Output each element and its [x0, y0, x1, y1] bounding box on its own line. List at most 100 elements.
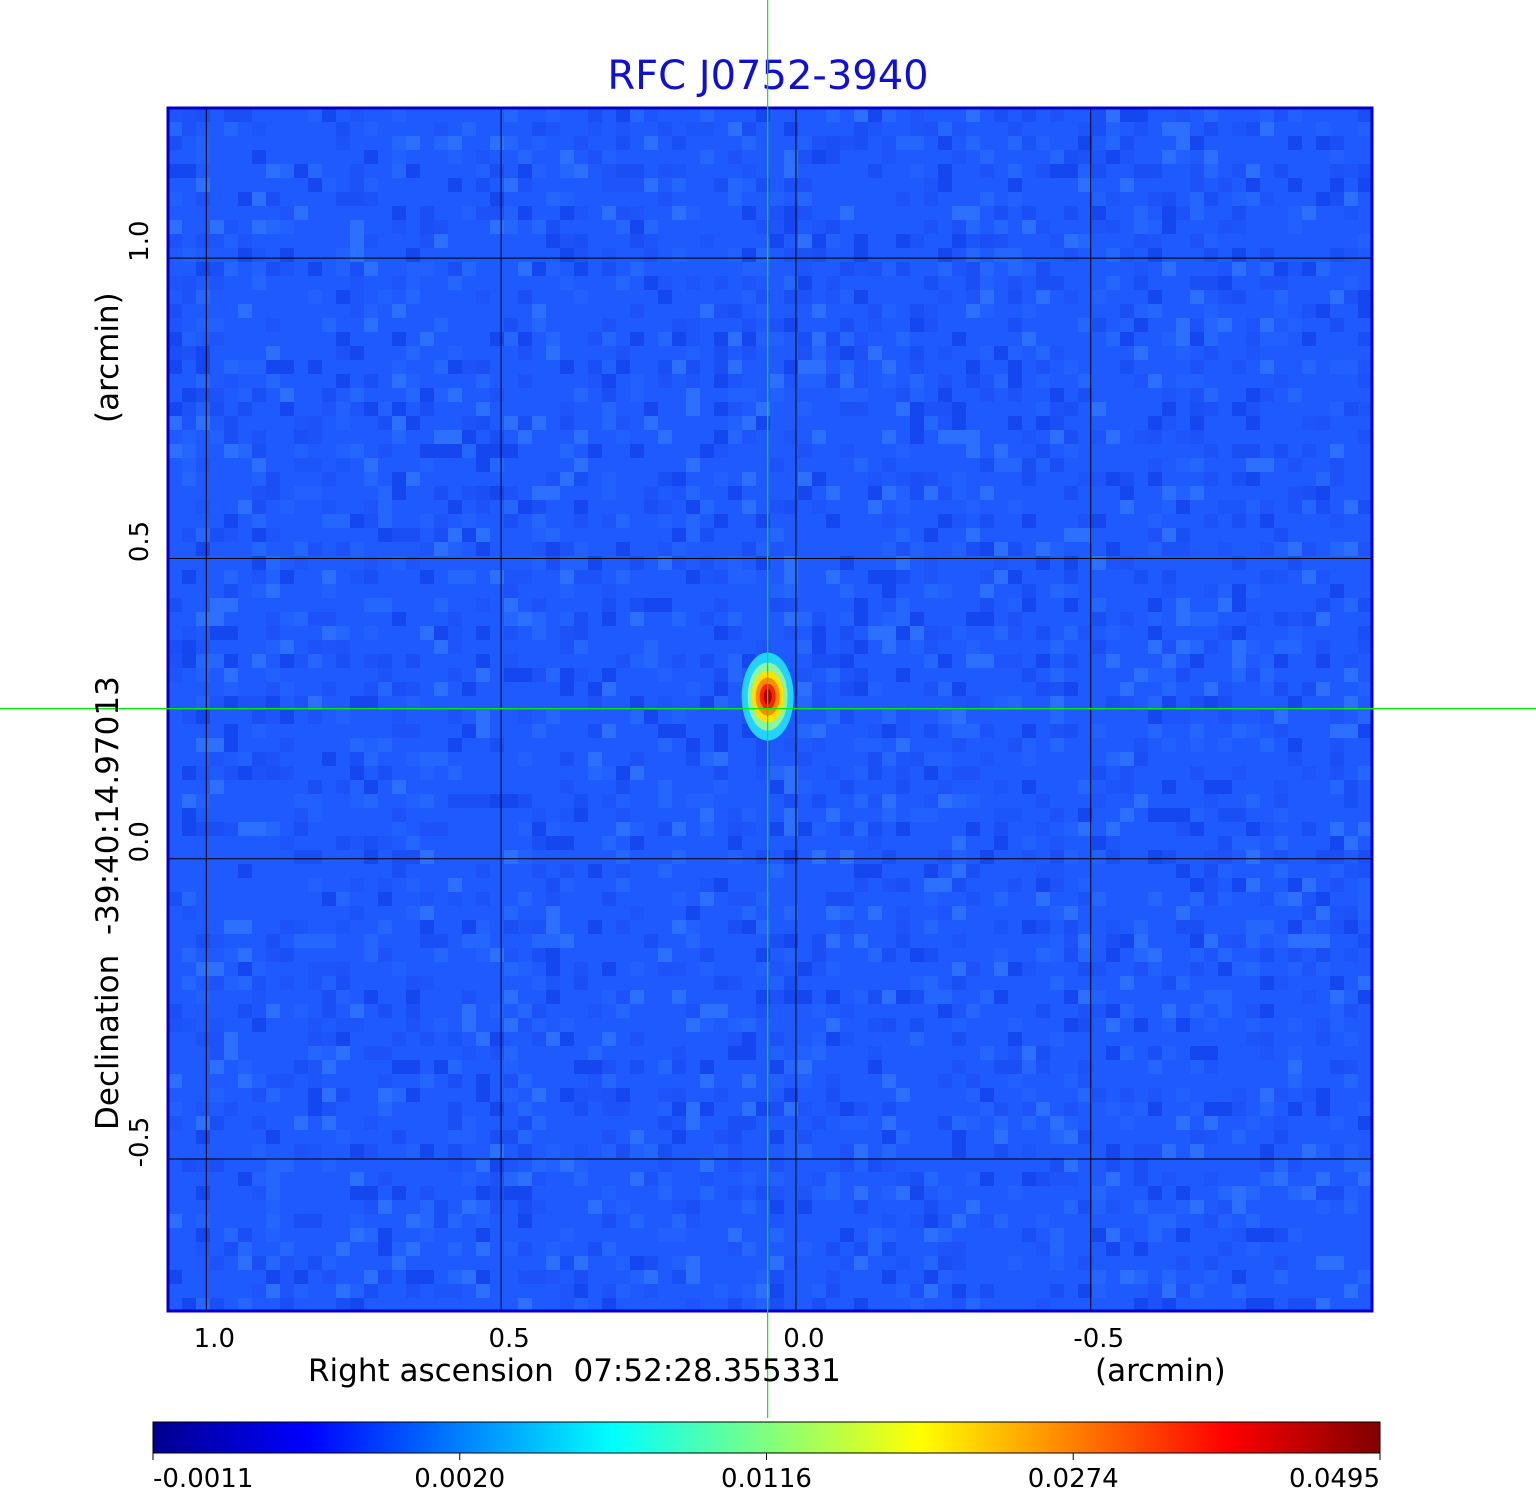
- noise-pixel: [476, 1186, 490, 1200]
- noise-pixel: [210, 990, 224, 1004]
- noise-pixel: [406, 1270, 420, 1284]
- noise-pixel: [196, 1242, 210, 1256]
- noise-pixel: [980, 304, 994, 318]
- noise-pixel: [980, 1158, 994, 1172]
- noise-pixel: [168, 1004, 182, 1018]
- noise-pixel: [1050, 682, 1064, 696]
- noise-pixel: [1274, 304, 1288, 318]
- noise-pixel: [1022, 836, 1036, 850]
- noise-pixel: [1064, 878, 1078, 892]
- noise-pixel: [1232, 962, 1246, 976]
- noise-pixel: [1106, 122, 1120, 136]
- noise-pixel: [616, 248, 630, 262]
- noise-pixel: [1176, 1256, 1190, 1270]
- noise-pixel: [616, 570, 630, 584]
- noise-pixel: [448, 402, 462, 416]
- noise-pixel: [910, 626, 924, 640]
- noise-pixel: [700, 1018, 714, 1032]
- noise-pixel: [224, 514, 238, 528]
- noise-pixel: [630, 164, 644, 178]
- noise-pixel: [854, 640, 868, 654]
- noise-pixel: [350, 906, 364, 920]
- noise-pixel: [546, 108, 560, 122]
- noise-pixel: [1246, 1298, 1260, 1311]
- noise-pixel: [434, 318, 448, 332]
- noise-pixel: [1288, 262, 1302, 276]
- noise-pixel: [1190, 234, 1204, 248]
- noise-pixel: [280, 990, 294, 1004]
- noise-pixel: [1302, 332, 1316, 346]
- noise-pixel: [168, 360, 182, 374]
- noise-pixel: [938, 122, 952, 136]
- noise-pixel: [1274, 290, 1288, 304]
- noise-pixel: [1288, 1158, 1302, 1172]
- noise-pixel: [504, 416, 518, 430]
- noise-pixel: [826, 1242, 840, 1256]
- noise-pixel: [1022, 430, 1036, 444]
- noise-pixel: [1190, 1228, 1204, 1242]
- noise-pixel: [518, 1172, 532, 1186]
- noise-pixel: [210, 332, 224, 346]
- noise-pixel: [728, 360, 742, 374]
- noise-pixel: [826, 668, 840, 682]
- noise-pixel: [518, 1242, 532, 1256]
- noise-pixel: [798, 262, 812, 276]
- noise-pixel: [854, 122, 868, 136]
- noise-pixel: [910, 164, 924, 178]
- noise-pixel: [504, 668, 518, 682]
- noise-pixel: [1232, 654, 1246, 668]
- noise-pixel: [910, 542, 924, 556]
- noise-pixel: [1358, 1102, 1372, 1116]
- noise-pixel: [924, 626, 938, 640]
- noise-pixel: [392, 220, 406, 234]
- noise-pixel: [504, 1130, 518, 1144]
- noise-pixel: [364, 850, 378, 864]
- noise-pixel: [574, 1158, 588, 1172]
- noise-pixel: [924, 640, 938, 654]
- noise-pixel: [812, 374, 826, 388]
- noise-pixel: [1148, 724, 1162, 738]
- noise-pixel: [420, 1032, 434, 1046]
- y-tick-labels: 1.00.50.0-0.5: [125, 220, 155, 1167]
- noise-pixel: [658, 822, 672, 836]
- noise-pixel: [602, 864, 616, 878]
- noise-pixel: [994, 836, 1008, 850]
- noise-pixel: [210, 934, 224, 948]
- noise-pixel: [1274, 934, 1288, 948]
- noise-pixel: [896, 738, 910, 752]
- noise-pixel: [1218, 738, 1232, 752]
- noise-pixel: [1022, 220, 1036, 234]
- noise-pixel: [994, 164, 1008, 178]
- noise-pixel: [896, 136, 910, 150]
- noise-pixel: [910, 416, 924, 430]
- noise-pixel: [994, 444, 1008, 458]
- noise-pixel: [952, 1116, 966, 1130]
- noise-pixel: [252, 696, 266, 710]
- noise-pixel: [280, 220, 294, 234]
- noise-pixel: [910, 318, 924, 332]
- noise-pixel: [1330, 360, 1344, 374]
- colorbar-tick-label: 0.0116: [721, 1464, 812, 1494]
- noise-pixel: [840, 402, 854, 416]
- noise-pixel: [700, 738, 714, 752]
- noise-pixel: [770, 1102, 784, 1116]
- noise-pixel: [546, 346, 560, 360]
- noise-pixel: [658, 192, 672, 206]
- noise-pixel: [1274, 850, 1288, 864]
- noise-pixel: [280, 458, 294, 472]
- noise-pixel: [1316, 1186, 1330, 1200]
- noise-pixel: [280, 164, 294, 178]
- noise-pixel: [1120, 612, 1134, 626]
- noise-pixel: [616, 416, 630, 430]
- noise-pixel: [322, 472, 336, 486]
- noise-pixel: [182, 500, 196, 514]
- noise-pixel: [1316, 682, 1330, 696]
- noise-pixel: [630, 612, 644, 626]
- noise-pixel: [224, 766, 238, 780]
- noise-pixel: [1050, 906, 1064, 920]
- noise-pixel: [420, 752, 434, 766]
- noise-pixel: [532, 304, 546, 318]
- noise-pixel: [392, 962, 406, 976]
- noise-pixel: [210, 1270, 224, 1284]
- noise-pixel: [714, 668, 728, 682]
